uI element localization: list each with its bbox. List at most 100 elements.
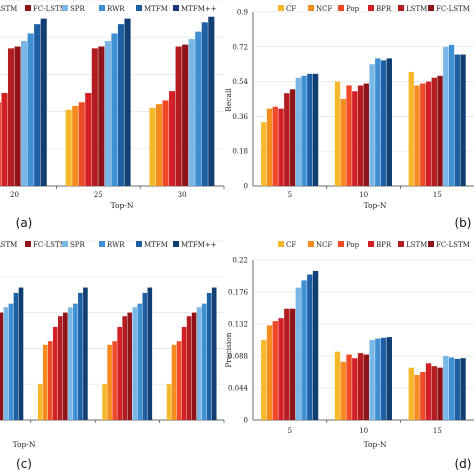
bar-a-Pop-30	[162, 100, 169, 186]
bar-a-MTFM-20	[34, 24, 41, 187]
legend-swatch-MTFM	[136, 241, 142, 247]
bar-c-SPR-20	[132, 307, 138, 420]
bar-c-CF-25	[166, 384, 172, 420]
bar-b-FC-LSTM-5	[289, 89, 296, 186]
bar-d-NCF-10	[340, 361, 346, 420]
bar-d-CF-5	[261, 340, 267, 420]
bar-b-MTFM++-15	[460, 54, 466, 187]
legend-label-MTFM++: MTFM++	[181, 5, 217, 13]
legend-swatch-MTFM	[136, 5, 142, 11]
bar-c-SPR-15	[68, 307, 73, 420]
bar-c-MTFM++-10	[18, 287, 24, 420]
bar-d-Pop-10	[346, 354, 352, 420]
bar-a-MTFM++-25	[124, 18, 131, 186]
legend-swatch-RWR	[99, 241, 105, 247]
y-axis-label: Recall	[224, 88, 233, 112]
legend-swatch-NCF	[308, 5, 314, 11]
x-tick-label: 30	[178, 191, 187, 199]
legend-swatch-CF	[278, 5, 284, 11]
legend-swatch-LSTM	[398, 241, 404, 247]
bar-c-FC-LSTM-20	[127, 312, 133, 420]
x-tick-label: 15	[433, 427, 442, 435]
legend-label-LSTM: LSTM	[0, 5, 17, 13]
bar-c-MTFM++-15	[83, 287, 88, 420]
legend-swatch-SPR	[62, 241, 68, 247]
legend-label-NCF: NCF	[316, 5, 332, 13]
bar-c-CF-20	[102, 384, 107, 420]
bar-b-LSTM-10	[357, 85, 364, 186]
bar-a-MTFM-30	[201, 22, 208, 186]
x-axis-label: Top-N	[13, 440, 36, 449]
bar-b-NCF-5	[266, 108, 273, 186]
caption-d: (d)	[455, 457, 472, 471]
bar-d-SPR-15	[443, 356, 449, 420]
x-tick-label: 10	[359, 427, 368, 435]
bar-d-Pop-5	[272, 321, 278, 420]
bar-b-RWR-15	[448, 44, 455, 186]
chart-panel-b: 0 0.18 0.36 0.54 0.72 0.9 5 10 15 Top-N Recall CF NC…	[224, 5, 474, 230]
y-tick-label: 0	[244, 417, 248, 425]
legend-swatch-FC-LSTM	[428, 241, 434, 247]
bar-b-MTFM++-10	[386, 58, 392, 186]
bar-c-MTFM++-25	[211, 287, 217, 420]
caption-b: (b)	[455, 216, 472, 230]
legend-label-Pop: Pop	[346, 241, 360, 249]
bar-b-RWR-10	[375, 58, 381, 186]
bar-c-RWR-10	[8, 303, 14, 420]
bar-d-MTFM++-5	[312, 270, 319, 420]
bar-d-Pop-15	[420, 372, 426, 420]
bar-a-RWR-30	[195, 31, 202, 187]
x-tick-label: 5	[288, 427, 292, 435]
legend-label-RWR: RWR	[107, 5, 125, 13]
x-axis-label: Top-N	[364, 440, 387, 449]
bar-b-LSTM-5	[284, 93, 290, 186]
bar-c-Pop-15	[47, 341, 53, 420]
bar-b-MTFM++-5	[312, 73, 319, 186]
bar-c-LSTM-25	[186, 316, 192, 420]
bar-b-CF-15	[408, 71, 414, 186]
bar-b-NCF-15	[414, 85, 420, 186]
bar-a-FC-LSTM-25	[98, 46, 105, 186]
bar-c-FC-LSTM-10	[0, 312, 4, 420]
bar-b-Pop-15	[420, 83, 426, 186]
bar-d-FC-LSTM-5	[289, 308, 296, 420]
caption-c: (c)	[16, 457, 32, 471]
x-tick-label: 5	[288, 191, 292, 199]
legend-label-BPR: BPR	[376, 5, 392, 13]
y-tick-label: 0.36	[232, 113, 248, 121]
legend-label-MTFM++: MTFM++	[181, 241, 217, 249]
bar-a-SPR-20	[21, 40, 28, 186]
x-axis-label: Top-N	[111, 201, 134, 210]
legend-swatch-FC-LSTM	[25, 241, 31, 247]
bar-d-FC-LSTM-10	[363, 354, 369, 420]
bar-b-MTFM-5	[307, 73, 313, 186]
bar-c-MTFM-15	[78, 292, 83, 420]
bar-c-MTFM-25	[206, 292, 212, 420]
bar-b-MTFM-15	[454, 54, 460, 187]
x-tick-label: 25	[94, 191, 103, 199]
bar-c-SPR-25	[196, 307, 202, 420]
bar-b-LSTM-15	[431, 77, 437, 186]
bar-b-SPR-5	[295, 77, 301, 186]
x-tick-label: 10	[359, 191, 368, 199]
bar-a-BPR-25	[85, 93, 92, 186]
bar-d-MTFM++-10	[386, 337, 392, 420]
y-tick-label: 0.176	[228, 289, 249, 297]
bar-c-BPR-20	[117, 326, 122, 420]
bar-c-BPR-25	[181, 326, 187, 420]
legend-swatch-BPR	[368, 241, 374, 247]
caption-a: (a)	[16, 216, 33, 230]
bar-d-RWR-5	[301, 280, 307, 420]
legend-swatch-FC-LSTM	[25, 5, 31, 11]
y-axis-label: Precision	[224, 332, 233, 367]
y-tick-label: 0.044	[228, 385, 249, 393]
bar-b-CF-5	[261, 122, 267, 186]
y-tick-label: 0.22	[232, 257, 248, 265]
bar-b-BPR-10	[352, 91, 358, 186]
bar-d-MTFM-15	[454, 358, 460, 420]
bar-a-MTFM++-30	[208, 16, 215, 186]
chart-panel-d: 0 0.044 0.088 0.132 0.176 0.22 5 10 15 Top-N Preci…	[224, 241, 474, 471]
bar-b-Pop-10	[346, 85, 352, 186]
